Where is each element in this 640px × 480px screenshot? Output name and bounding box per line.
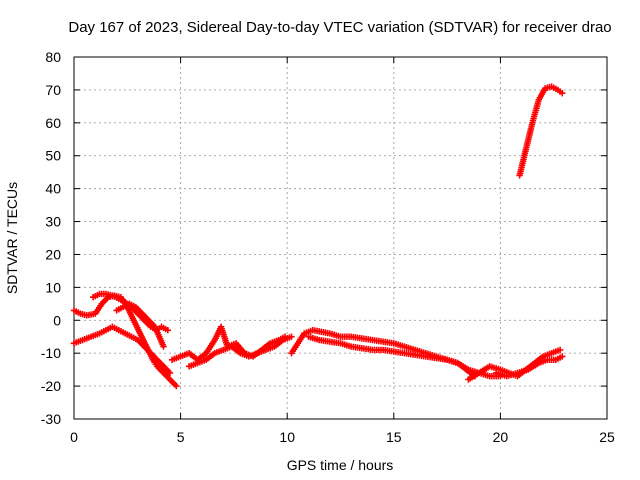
data-point xyxy=(556,346,564,354)
x-tick-label: 20 xyxy=(493,429,509,445)
data-point xyxy=(559,90,566,97)
grid-layer xyxy=(74,57,607,419)
series-sat-track-h xyxy=(305,333,504,380)
y-tick-label: 60 xyxy=(45,115,61,131)
chart-title: Day 167 of 2023, Sidereal Day-to-day VTE… xyxy=(68,19,611,36)
x-tick-label: 25 xyxy=(599,429,615,445)
y-tick-label: 10 xyxy=(45,279,61,295)
y-tick-label: 30 xyxy=(45,214,61,230)
data-point xyxy=(173,382,180,390)
y-tick-label: 80 xyxy=(45,49,61,65)
series-sat-track-k xyxy=(516,83,566,179)
x-tick-label: 5 xyxy=(177,429,185,445)
data-point xyxy=(160,343,167,350)
data-point xyxy=(559,353,566,360)
plot-frame xyxy=(73,56,608,420)
y-tick-label: 50 xyxy=(45,148,61,164)
series-sat-track-i xyxy=(465,346,564,383)
data-point xyxy=(288,333,295,340)
y-tick-label: 0 xyxy=(53,312,61,328)
y-tick-label: 70 xyxy=(45,82,61,98)
series-sat-track-e xyxy=(168,323,289,363)
series-sat-track-f xyxy=(185,333,295,370)
y-tick-label: 40 xyxy=(45,181,61,197)
y-tick-label: 20 xyxy=(45,246,61,262)
y-tick-label: -20 xyxy=(41,378,61,394)
x-tick-label: 10 xyxy=(279,429,295,445)
x-tick-label: 15 xyxy=(386,429,402,445)
series-sat-track-j xyxy=(492,353,566,380)
y-tick-label: -30 xyxy=(41,411,61,427)
tick-layer: 0 5 10 15 20 25 -30 -20 -10 0 10 20 30 40 50 60 70 80 xyxy=(41,49,615,445)
data-point xyxy=(166,369,174,377)
x-tick-label: 0 xyxy=(70,429,78,445)
data-layer xyxy=(70,83,566,390)
x-axis-label: GPS time / hours xyxy=(287,457,394,473)
series-sat-track-c xyxy=(70,323,174,377)
series-sat-track-g xyxy=(288,326,479,380)
series-sat-track-d xyxy=(113,300,167,350)
y-tick-label: -10 xyxy=(41,345,61,361)
data-point xyxy=(164,326,172,334)
y-axis-label: SDTVAR / TECUs xyxy=(4,182,20,294)
